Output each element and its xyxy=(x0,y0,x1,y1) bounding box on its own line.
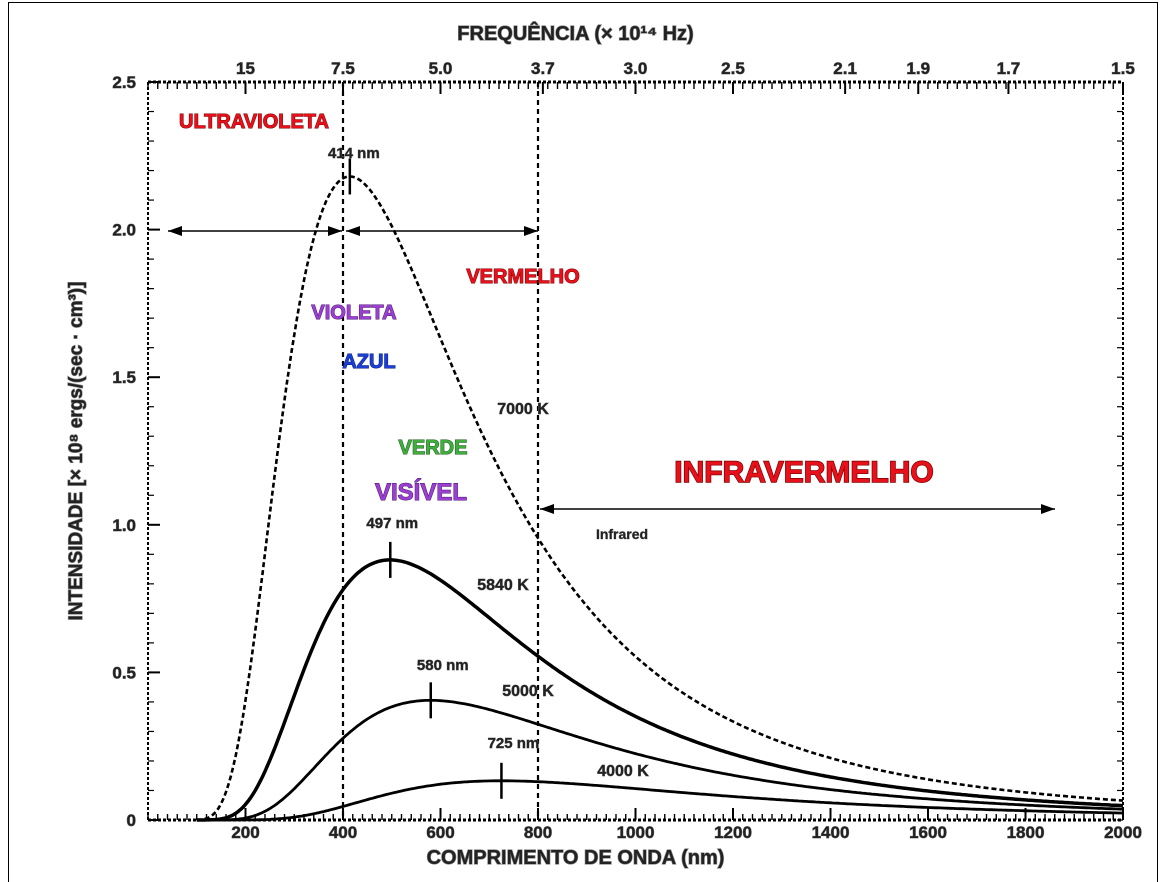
top-axis-title: FREQUÊNCIA (× 10¹⁴ Hz) xyxy=(457,21,693,45)
x-tick-label: 600 xyxy=(426,823,454,842)
top-tick-label: 5.0 xyxy=(429,59,453,78)
series-label-4000k: 4000 K xyxy=(597,763,649,780)
annotations-layer xyxy=(168,82,1055,820)
x-tick-label: 1000 xyxy=(617,823,655,842)
red-label: VERMELHO xyxy=(466,266,579,288)
violet-label: VIOLETA xyxy=(311,302,396,324)
curve-4000k xyxy=(196,779,1124,822)
y-tick-label: 2.0 xyxy=(112,221,136,240)
y-tick-label: 0 xyxy=(127,811,136,830)
x-tick-label: 1800 xyxy=(1007,823,1045,842)
y-tick-label: 1.0 xyxy=(112,516,136,535)
top-tick-label: 3.0 xyxy=(624,59,648,78)
text-layer: 200 400 600 800 1000 1200 1400 1600 1800 2000 0 0.5… xyxy=(65,20,1142,869)
x-tick-label: 1600 xyxy=(909,823,947,842)
green-label: VERDE xyxy=(399,437,468,459)
infrared-label: INFRAVERMELHO xyxy=(674,456,933,489)
infrared-range-arrow-head-end xyxy=(1041,504,1055,514)
peak-label-5000k: 580 nm xyxy=(417,657,469,674)
x-axis-title: COMPRIMENTO DE ONDA (nm) xyxy=(427,847,725,869)
series-label-5840k: 5840 K xyxy=(477,577,529,594)
blue-label: AZUL xyxy=(342,351,395,373)
series-label-7000k: 7000 K xyxy=(497,401,549,418)
ultraviolet-range-arrow-head-start xyxy=(168,226,182,236)
ultraviolet-label: ULTRAVIOLETA xyxy=(179,111,329,133)
visible-range-arrow-head-end xyxy=(524,226,538,236)
series-label-5000k: 5000 K xyxy=(502,683,554,700)
curves-layer xyxy=(196,158,1124,822)
top-tick-label: 3.7 xyxy=(531,59,555,78)
x-tick-label: 2000 xyxy=(1104,823,1142,842)
curve-5840k xyxy=(196,558,1124,822)
ultraviolet-range-arrow-head-end xyxy=(328,226,342,236)
peak-label-5840k: 497 nm xyxy=(366,515,418,532)
x-tick-label: 1200 xyxy=(714,823,752,842)
chart-frame xyxy=(8,2,1158,882)
x-tick-label: 1400 xyxy=(812,823,850,842)
top-tick-label: 2.1 xyxy=(833,59,857,78)
top-tick-label: 1.9 xyxy=(906,59,930,78)
axes-layer xyxy=(147,80,1124,822)
x-tick-label: 400 xyxy=(329,823,357,842)
visible-label: VISÍVEL xyxy=(375,478,467,506)
infrared-range-arrow-head-start xyxy=(540,504,554,514)
top-tick-label: 7.5 xyxy=(331,59,355,78)
top-tick-label: 1.7 xyxy=(997,59,1021,78)
x-tick-label: 800 xyxy=(524,823,552,842)
y-axis-title: INTENSIDADE [× 10⁸ ergs/(sec · cm³)] xyxy=(66,282,87,621)
top-tick-label: 1.5 xyxy=(1111,59,1135,78)
infrared-small-label: Infrared xyxy=(596,526,648,542)
peak-label-7000k: 414 nm xyxy=(328,145,380,162)
y-tick-label: 1.5 xyxy=(112,368,136,387)
peak-label-4000k: 725 nm xyxy=(488,735,540,752)
visible-range-arrow-head-start xyxy=(346,226,360,236)
curve-5000k xyxy=(196,698,1124,822)
y-tick-label: 0.5 xyxy=(112,663,136,682)
top-tick-label: 15 xyxy=(236,59,255,78)
y-tick-label: 2.5 xyxy=(112,73,136,92)
top-tick-label: 2.5 xyxy=(721,59,745,78)
curve-7000k xyxy=(196,175,1124,822)
x-tick-label: 200 xyxy=(231,823,259,842)
